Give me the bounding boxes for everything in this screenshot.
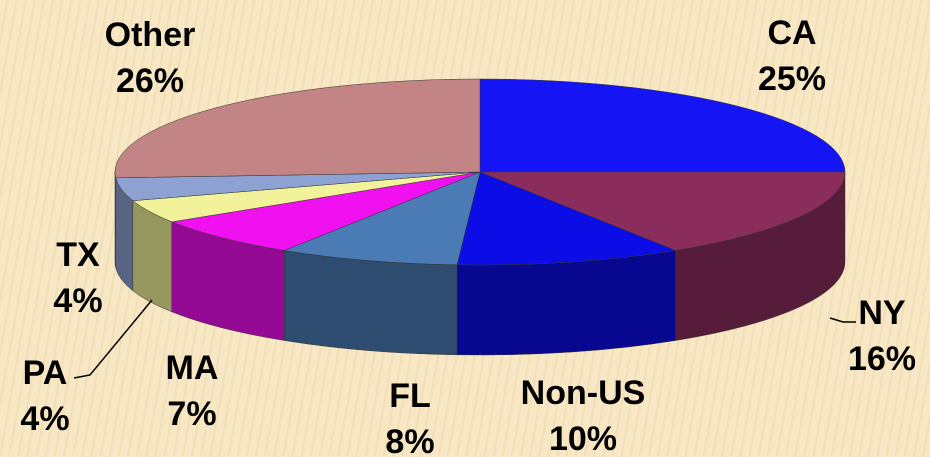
slice-label: TX xyxy=(56,236,100,274)
pie-side xyxy=(284,250,458,356)
value-label: 4% xyxy=(53,282,102,320)
value-label: 25% xyxy=(758,60,826,98)
pie-slice xyxy=(479,171,846,251)
pie-slice xyxy=(114,78,481,179)
pie-sides xyxy=(114,171,846,356)
leader-line xyxy=(73,299,153,379)
slice-label: PA xyxy=(23,354,68,392)
slice-label: MA xyxy=(166,349,219,387)
slice-label: NY xyxy=(858,294,906,332)
value-label: 8% xyxy=(385,423,434,457)
pie-slice xyxy=(283,171,481,266)
labels: CA 25% NY 16% Non-US 10% FL 8% MA 7% PA 4% TX 4% Other… xyxy=(20,14,916,457)
slice-label: Non-US xyxy=(521,374,646,412)
value-label: 7% xyxy=(167,395,216,433)
slice-label: Other xyxy=(105,16,196,54)
value-label: 26% xyxy=(116,62,184,100)
value-label: 16% xyxy=(848,340,916,378)
pie-side xyxy=(456,250,676,356)
pie-tops xyxy=(114,78,846,266)
slice-label: CA xyxy=(767,14,816,52)
value-label: 4% xyxy=(20,400,69,438)
pie-slice xyxy=(479,78,846,173)
pie-slice xyxy=(456,171,677,266)
value-label: 10% xyxy=(549,420,617,457)
pie-slice xyxy=(170,171,481,251)
leader-line xyxy=(829,317,856,323)
slice-label: FL xyxy=(389,377,431,415)
